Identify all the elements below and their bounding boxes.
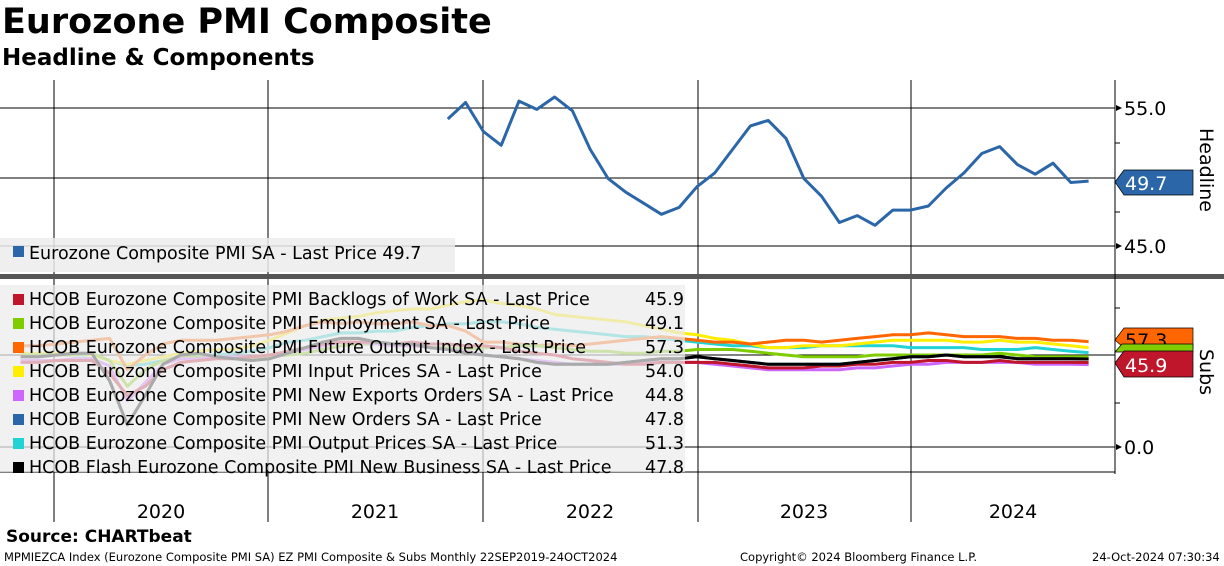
legend-swatch [13, 246, 24, 257]
source-label: Source: CHARTbeat [6, 527, 192, 547]
x-tick-label: 2023 [780, 501, 828, 523]
legend-label: Eurozone Composite PMI SA - Last Price 4… [29, 244, 421, 264]
legend-swatch [13, 342, 24, 353]
last-value-tag-backlogs [1114, 350, 1194, 378]
panel-label-subs: Subs [1195, 349, 1217, 395]
chart-title: Eurozone PMI Composite [2, 2, 492, 42]
legend-label: HCOB Flash Eurozone Composite PMI New Bu… [29, 458, 611, 478]
legend-value: 45.9 [645, 290, 684, 310]
legend-label: HCOB Eurozone Composite PMI New Exports … [29, 386, 614, 406]
subs-legend [0, 285, 685, 472]
ticker-info: MPMIEZCA Index (Eurozone Composite PMI S… [4, 550, 618, 564]
legend-value: 47.8 [645, 458, 684, 478]
legend-value: 49.1 [645, 314, 684, 334]
legend-label: HCOB Eurozone Composite PMI Backlogs of … [29, 290, 590, 310]
legend-label: HCOB Eurozone Composite PMI Future Outpu… [29, 338, 586, 358]
legend-swatch [13, 366, 24, 377]
legend-value: 54.0 [645, 362, 684, 382]
legend-label: HCOB Eurozone Composite PMI Input Prices… [29, 362, 542, 382]
legend-label: HCOB Eurozone Composite PMI Output Price… [29, 434, 557, 454]
tick-arrow [1116, 243, 1122, 249]
x-tick-label: 2022 [566, 501, 614, 523]
legend-label: HCOB Eurozone Composite PMI New Orders S… [29, 410, 542, 430]
x-tick-label: 2020 [137, 501, 185, 523]
legend-swatch [13, 438, 24, 449]
last-value-headline: 49.7 [1125, 173, 1167, 195]
last-value-tag-employment [1114, 343, 1194, 353]
legend-label: HCOB Eurozone Composite PMI Employment S… [29, 314, 550, 334]
subs-legend-entries: HCOB Eurozone Composite PMI Backlogs of … [13, 290, 684, 478]
last-value-backlogs: 45.9 [1125, 355, 1167, 377]
headline-series [446, 95, 1089, 227]
chart-subtitle: Headline & Components [2, 45, 315, 71]
legend-value: 44.8 [645, 386, 684, 406]
tick-arrow [1116, 105, 1122, 111]
y-tick-45: 45.0 [1124, 236, 1166, 258]
legend-value: 47.8 [645, 410, 684, 430]
legend-swatch [13, 414, 24, 425]
legend-swatch [13, 390, 24, 401]
y-tick-55: 55.0 [1124, 98, 1166, 120]
y-tick-0: 0.0 [1124, 437, 1154, 459]
x-tick-label: 2024 [989, 501, 1037, 523]
legend-swatch [13, 318, 24, 329]
tick-arrow [1116, 444, 1122, 450]
headline-legend [0, 238, 455, 272]
panel-label-headline: Headline [1195, 128, 1217, 212]
headline-line [446, 95, 1089, 227]
panel-separator[interactable] [0, 274, 1224, 279]
legend-value: 51.3 [645, 434, 684, 454]
legend-swatch [13, 294, 24, 305]
timestamp: 24-Oct-2024 07:30:34 [1092, 550, 1220, 564]
last-value-tag-headline [1114, 169, 1194, 196]
legend-swatch [13, 462, 24, 473]
x-tick-label: 2021 [351, 501, 399, 523]
legend-value: 57.3 [645, 338, 684, 358]
copyright: Copyright© 2024 Bloomberg Finance L.P. [740, 550, 977, 564]
